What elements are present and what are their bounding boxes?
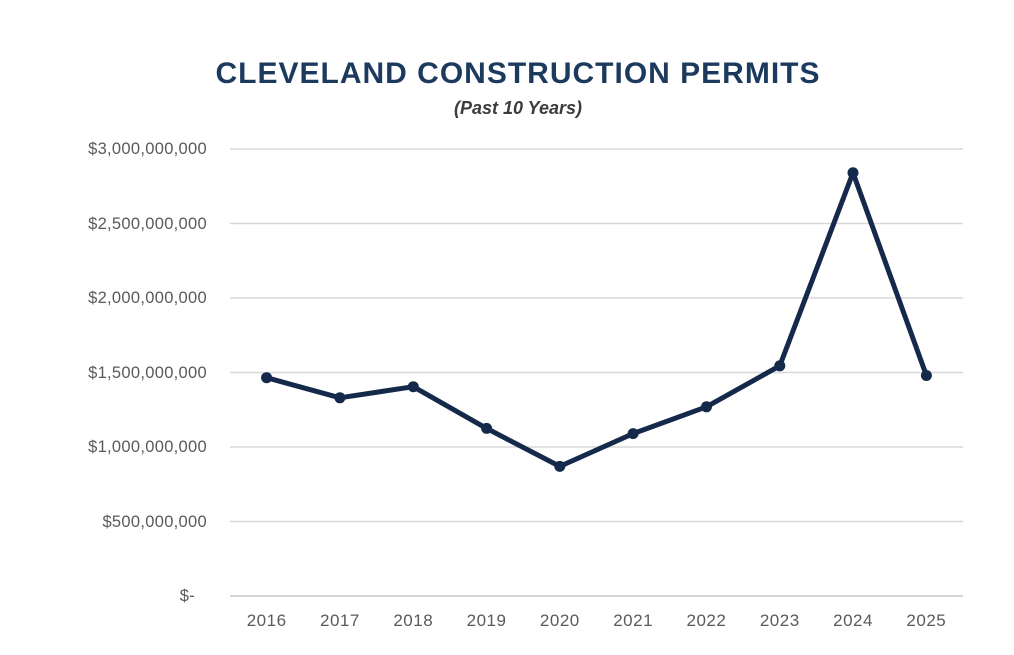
x-tick-label: 2023 <box>759 611 800 630</box>
x-tick-label: 2024 <box>833 611 873 630</box>
x-tick-label: 2016 <box>246 611 287 630</box>
x-tick-label: 2025 <box>906 611 947 630</box>
x-tick-label: 2022 <box>686 611 727 630</box>
data-point-marker <box>481 422 493 434</box>
x-tick-label: 2017 <box>320 611 360 630</box>
data-point-marker <box>407 381 419 393</box>
data-point-marker <box>701 401 712 413</box>
y-tick-label: $2,000,000,000 <box>88 289 207 307</box>
data-point-marker <box>847 167 859 179</box>
y-tick-label: $500,000,000 <box>102 512 207 531</box>
y-axis-labels: $3,000,000,000 $2,500,000,000 $2,000,000,0… <box>0 0 207 655</box>
data-point-marker <box>774 360 786 372</box>
data-point-marker <box>261 372 273 384</box>
y-tick-label: $- <box>179 587 195 605</box>
trend-line <box>264 170 929 469</box>
y-tick-label: $3,000,000,000 <box>88 140 207 158</box>
data-point-marker <box>627 428 639 440</box>
y-tick-label: $2,500,000,000 <box>88 214 207 233</box>
x-tick-label: 2020 <box>539 611 580 630</box>
y-tick-label: $1,500,000,000 <box>88 363 207 382</box>
data-point-marker <box>334 392 346 404</box>
x-tick-label: 2021 <box>613 611 654 630</box>
data-point-marker <box>554 460 566 472</box>
x-tick-label: 2018 <box>393 611 434 630</box>
y-tick-label: $1,000,000,000 <box>88 438 207 456</box>
x-tick-label: 2019 <box>466 611 507 630</box>
data-point-marker <box>920 370 932 381</box>
